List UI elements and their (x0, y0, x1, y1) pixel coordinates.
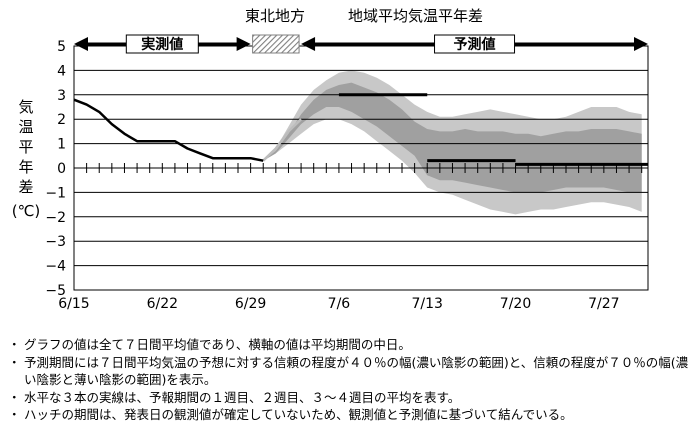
note-bullet: ・ (8, 337, 21, 352)
hatch-period-box (252, 34, 300, 54)
x-tick-label: 6/22 (147, 296, 178, 312)
y-tick-label: −2 (45, 210, 66, 226)
y-axis-label: 気 温 平 年 差 (℃) (12, 98, 41, 220)
y-tick-label: 4 (57, 63, 66, 79)
note-bullet: ・ (8, 354, 21, 370)
y-tick-label: −1 (45, 185, 66, 201)
y-axis-label-char: 年 (18, 158, 33, 176)
y-axis-label-char: 差 (18, 178, 33, 196)
observed-label-box (125, 34, 199, 54)
y-tick-label: 2 (57, 112, 66, 128)
x-tick-label: 7/6 (328, 296, 351, 312)
y-tick-label: 1 (57, 137, 66, 153)
temperature-anomaly-chart: 東北地方 地域平均気温平年差 気 温 平 年 差 (℃) 5 4 3 2 1 0 −1 −2 −… (12, 7, 649, 312)
y-axis-label-char: 平 (18, 138, 33, 156)
y-tick-label: 3 (57, 88, 66, 104)
x-tick-label: 7/27 (588, 296, 619, 312)
y-tick-label: −5 (45, 283, 66, 299)
observed-arrow-right-head (236, 37, 251, 51)
observed-period-label: 実測値 (141, 36, 183, 53)
y-axis-label-char: (℃) (12, 202, 41, 220)
y-axis-label-char: 温 (18, 118, 33, 136)
note-bullet: ・ (8, 407, 21, 422)
forecast-period-label: 予測値 (454, 36, 496, 53)
note-item: ・ 予測期間には７日間平均気温の予想に対する信頼の程度が４０％の幅(濃い陰影の範… (8, 354, 698, 389)
x-tick-label: 7/20 (500, 296, 531, 312)
note-bullet: ・ (8, 389, 21, 405)
x-tick-label: 6/15 (58, 296, 89, 312)
x-tick-label: 6/29 (235, 296, 266, 312)
observed-arrow-left-head (74, 37, 88, 51)
y-tick-label: 5 (57, 39, 66, 55)
note-text: 水平な３本の実線は、予報期間の１週目、２週目、３～４週目の平均を表す。 (24, 389, 461, 405)
observed-line (73, 98, 264, 162)
chart-title-main: 地域平均気温平年差 (348, 7, 483, 25)
y-tick-label: −3 (45, 234, 66, 250)
forecast-label-box (434, 34, 516, 54)
x-tick-label: 7/13 (412, 296, 443, 312)
note-item: ・ ハッチの期間は、発表日の観測値が確定していないため、観測値と予測値に基づいて… (8, 406, 698, 424)
note-text: グラフの値は全て７日間平均値であり、横軸の値は平均期間の中日。 (24, 337, 411, 352)
y-tick-label: 0 (57, 161, 66, 177)
confidence-band-40 (263, 82, 642, 193)
note-text: 予測期間には７日間平均気温の予想に対する信頼の程度が４０％の幅(濃い陰影の範囲)… (24, 354, 689, 388)
note-text: ハッチの期間は、発表日の観測値が確定していないため、観測値と予測値に基づいて結ん… (24, 407, 573, 422)
y-axis-label-char: 気 (18, 98, 33, 116)
chart-title-region: 東北地方 (245, 7, 305, 25)
forecast-arrow-left-head (301, 37, 316, 51)
forecast-arrow-right-head (634, 37, 648, 51)
note-item: ・ 水平な３本の実線は、予報期間の１週目、２週目、３～４週目の平均を表す。 (8, 389, 698, 407)
chart-notes: ・ グラフの値は全て７日間平均値であり、横軸の値は平均期間の中日。 ・ 予測期間… (8, 336, 698, 424)
note-item: ・ グラフの値は全て７日間平均値であり、横軸の値は平均期間の中日。 (8, 336, 698, 354)
hatch-connection-line (262, 118, 302, 162)
y-tick-label: −4 (45, 259, 66, 275)
